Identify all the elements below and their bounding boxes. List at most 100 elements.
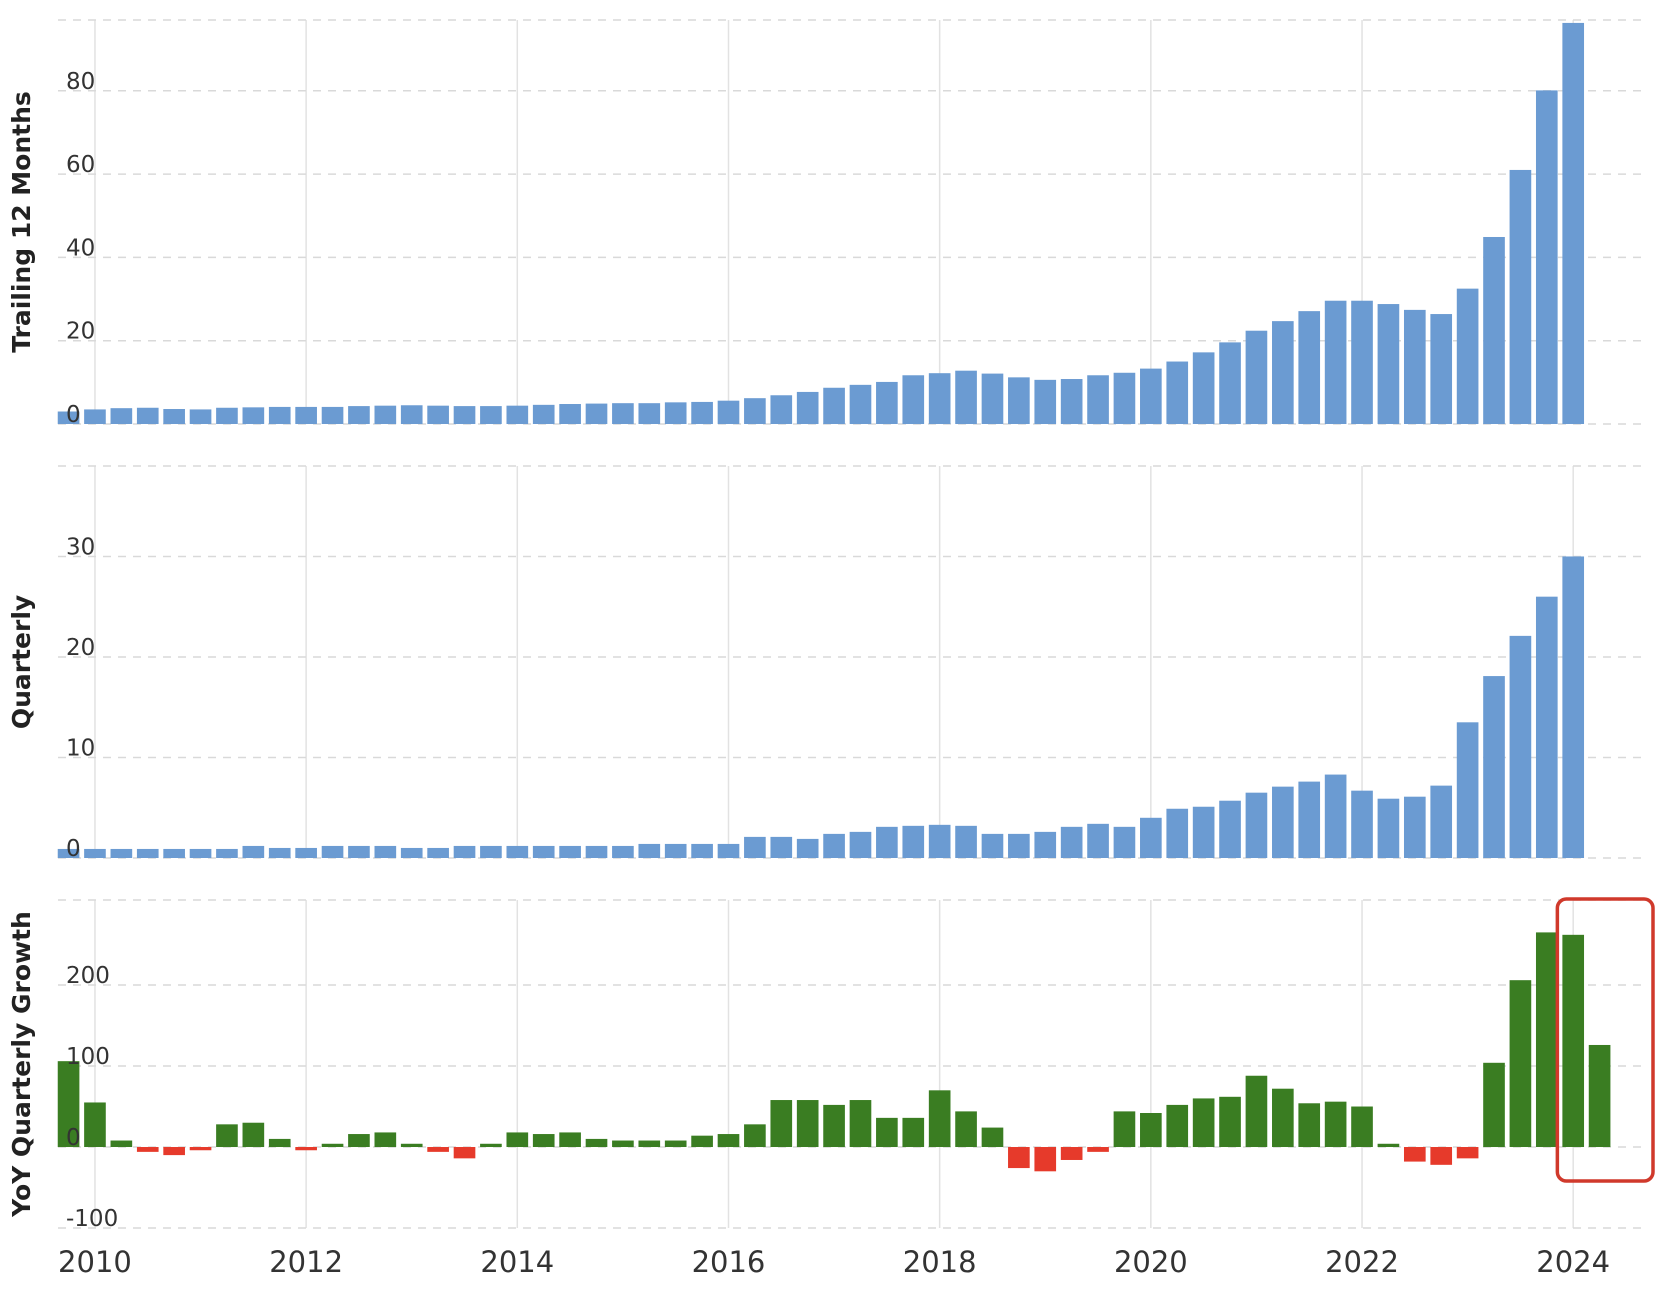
y-tick-label: 30 <box>66 534 95 560</box>
bar <box>638 843 661 858</box>
bar <box>1324 1101 1347 1148</box>
bar <box>1535 932 1558 1148</box>
bar <box>163 848 185 858</box>
bar <box>216 1124 238 1148</box>
bar <box>480 1143 502 1148</box>
bar <box>1509 980 1532 1148</box>
y-axis-title: Quarterly <box>7 595 36 729</box>
bar <box>823 833 845 858</box>
bar <box>1298 311 1321 424</box>
bar <box>532 1134 555 1148</box>
bar <box>1535 596 1558 858</box>
bar <box>770 395 793 424</box>
y-tick-label: 200 <box>66 963 110 989</box>
bars-layer <box>57 22 1611 1172</box>
y-tick-label: 0 <box>66 836 81 862</box>
bar <box>216 407 238 424</box>
bar <box>268 406 291 424</box>
bar <box>717 843 740 858</box>
bar <box>981 833 1004 858</box>
bar <box>1272 1088 1294 1148</box>
bar <box>1087 1147 1109 1152</box>
bar <box>532 404 555 424</box>
bar <box>770 836 793 858</box>
y-tick-label: 100 <box>66 1044 110 1070</box>
bar <box>1562 556 1585 858</box>
bar <box>796 838 819 858</box>
bar <box>955 825 977 858</box>
bar <box>1562 22 1585 424</box>
bar <box>955 370 977 424</box>
bar <box>1430 314 1453 424</box>
bar <box>664 402 687 424</box>
bar <box>110 408 133 424</box>
grid-layer <box>58 19 1645 1229</box>
bar <box>928 1090 951 1148</box>
bar <box>348 1134 370 1148</box>
y-axis-title: YoY Quarterly Growth <box>7 911 36 1218</box>
bar <box>1272 786 1294 858</box>
bar <box>84 848 106 858</box>
bar <box>1192 806 1215 858</box>
bar <box>1219 800 1241 858</box>
bar <box>744 398 766 424</box>
bar <box>902 1117 925 1148</box>
bar <box>691 1135 713 1148</box>
bar <box>612 403 634 424</box>
x-tick-label: 2022 <box>1325 1245 1399 1279</box>
y-tick-label: -100 <box>66 1206 118 1232</box>
bar <box>189 848 212 858</box>
y-tick-label: 40 <box>66 235 95 261</box>
bar <box>1483 1062 1505 1148</box>
bar <box>744 836 766 858</box>
bar <box>400 847 423 858</box>
bar <box>823 387 845 424</box>
bar <box>1113 1111 1136 1148</box>
bar <box>1034 379 1057 424</box>
bar <box>295 1147 317 1151</box>
bar <box>110 848 133 858</box>
bar <box>216 848 238 858</box>
bar <box>1166 1104 1189 1148</box>
bar <box>1034 1147 1057 1172</box>
bar <box>717 1134 740 1148</box>
y-tick-label: 60 <box>66 152 95 178</box>
bar <box>163 409 185 424</box>
bar <box>1034 831 1057 858</box>
bar <box>1087 375 1109 424</box>
x-tick-label: 2010 <box>58 1245 132 1279</box>
bar <box>506 1132 529 1148</box>
x-tick-label: 2020 <box>1114 1245 1188 1279</box>
bar <box>1113 826 1136 858</box>
y-tick-label: 80 <box>66 69 95 95</box>
x-tick-label: 2018 <box>903 1245 977 1279</box>
bar <box>559 1132 581 1148</box>
bar <box>1219 1096 1241 1148</box>
bar <box>559 845 581 858</box>
bar <box>295 406 317 424</box>
labels-layer: 0 20 40 60 80 Trailing 12 Months 0 10 20 30 Quarte… <box>7 69 1610 1279</box>
bar <box>321 1143 344 1148</box>
bar <box>849 1100 872 1148</box>
bar <box>1008 833 1030 858</box>
bar <box>717 400 740 424</box>
bar <box>981 373 1004 424</box>
bar <box>1272 321 1294 424</box>
bar <box>981 1127 1004 1148</box>
bar <box>1456 1147 1479 1159</box>
bar <box>427 847 449 858</box>
bar <box>400 1143 423 1148</box>
bar <box>163 1147 185 1156</box>
bar <box>189 409 212 424</box>
bar <box>427 405 449 424</box>
bar <box>268 1138 291 1148</box>
bar <box>1351 1106 1373 1148</box>
bar <box>136 848 159 858</box>
bar <box>796 1100 819 1148</box>
bar <box>1087 823 1109 858</box>
bar <box>1483 236 1505 424</box>
bar <box>110 1140 133 1148</box>
bar <box>928 373 951 424</box>
bar <box>849 831 872 858</box>
